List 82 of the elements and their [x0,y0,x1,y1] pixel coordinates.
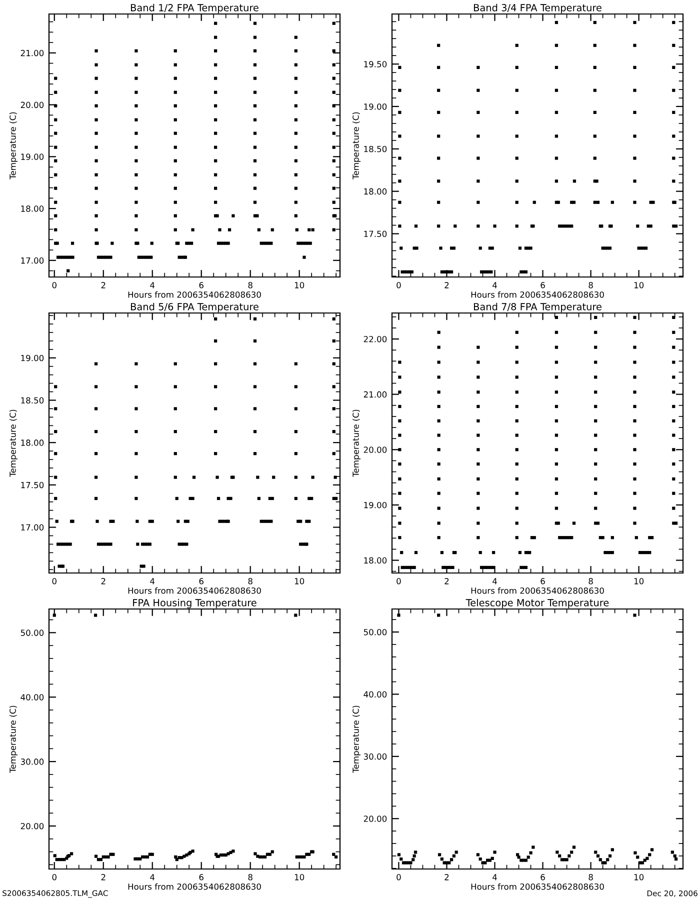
y-axis-title: Temperature (C) [352,112,361,180]
x-axis-title: Hours from 2006354062808630 [128,883,261,890]
y-axis-title: Temperature (C) [352,410,361,477]
y-axis-title: Temperature (C) [9,112,18,180]
x-tick-label: 6 [540,874,545,880]
y-tick-label: 50.00 [20,630,44,636]
x-tick-label: 4 [492,874,497,880]
x-axis-title: Hours from 2006354062808630 [471,291,604,298]
x-tick-label: 4 [150,578,155,584]
y-axis-title: Temperature (C) [9,706,18,773]
x-tick-label: 2 [101,282,106,288]
y-tick-label: 17.50 [21,482,44,488]
x-tick-label: 10 [634,282,644,288]
x-axis-title: Hours from 2006354062808630 [471,883,604,890]
x-tick-label: 4 [492,282,497,288]
y-tick-label: 17.50 [364,230,387,238]
x-tick-label: 6 [199,874,204,880]
y-tick-label: 30.00 [20,758,44,765]
y-tick-label: 18.50 [364,146,387,152]
y-tick-label: 19.00 [364,502,387,508]
chart-title: Band 5/6 FPA Temperature [130,302,258,312]
y-tick-label: 18.00 [364,557,387,564]
y-tick-label: 19.00 [21,154,44,160]
x-tick-label: 4 [150,282,155,288]
x-tick-label: 0 [52,282,56,288]
x-tick-label: 2 [444,578,449,584]
x-tick-label: 8 [248,282,252,288]
x-tick-label: 10 [294,282,304,288]
x-tick-label: 2 [444,282,449,288]
chart-title: Band 3/4 FPA Temperature [474,4,602,14]
y-tick-label: 17.00 [21,257,44,264]
y-tick-label: 19.50 [364,61,387,68]
x-axis-title: Hours from 2006354062808630 [471,587,604,594]
y-tick-label: 20.00 [364,446,387,453]
x-tick-label: 4 [492,578,497,584]
y-tick-label: 30.00 [364,753,387,760]
x-tick-label: 0 [396,282,401,288]
x-tick-label: 2 [444,874,449,880]
x-tick-label: 0 [52,874,56,880]
y-tick-label: 17.00 [21,524,44,531]
x-tick-label: 8 [588,874,593,880]
y-tick-label: 21.00 [364,391,387,398]
y-tick-label: 19.00 [364,103,387,110]
x-tick-label: 10 [634,578,644,584]
x-tick-label: 8 [248,578,252,584]
y-tick-label: 18.00 [21,440,44,446]
y-tick-label: 18.50 [21,397,44,404]
x-tick-label: 0 [396,874,401,880]
y-tick-label: 40.00 [364,691,387,698]
y-tick-label: 20.00 [20,102,44,108]
x-tick-label: 0 [396,578,401,584]
x-tick-label: 10 [294,578,304,584]
y-tick-label: 21.00 [20,50,44,56]
y-tick-label: 18.00 [364,188,387,195]
x-axis-title: Hours from 2006354062808630 [128,587,261,594]
x-axis-title: Hours from 2006354062808630 [128,291,261,298]
y-tick-label: 40.00 [20,694,44,700]
y-tick-label: 20.00 [364,816,387,822]
x-tick-label: 6 [199,282,204,288]
x-tick-label: 6 [540,282,545,288]
chart-title: Band 1/2 FPA Temperature [130,4,258,14]
y-tick-label: 22.00 [364,336,387,342]
chart-title: FPA Housing Temperature [133,598,256,608]
y-tick-label: 18.00 [21,206,44,212]
x-tick-label: 8 [248,874,252,880]
x-tick-label: 10 [294,874,304,880]
x-tick-label: 2 [101,578,106,584]
x-tick-label: 8 [588,578,593,584]
x-tick-label: 8 [588,282,593,288]
x-tick-label: 4 [150,874,155,880]
x-tick-label: 2 [101,874,106,880]
y-tick-label: 50.00 [364,628,387,636]
y-axis-title: Temperature (C) [352,706,361,773]
x-tick-label: 6 [199,578,204,584]
chart-title: Band 7/8 FPA Temperature [474,302,602,312]
x-tick-label: 0 [52,578,56,584]
chart-title: Telescope Motor Temperature [466,598,609,608]
x-tick-label: 10 [634,874,644,880]
y-axis-title: Temperature (C) [9,410,18,477]
y-tick-label: 19.00 [21,354,44,362]
y-tick-label: 20.00 [20,822,44,830]
x-tick-label: 6 [540,578,545,584]
